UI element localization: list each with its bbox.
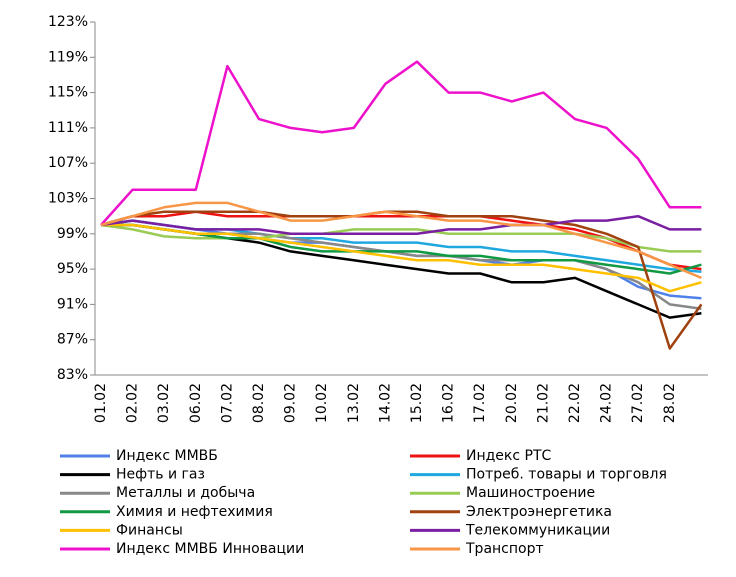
y-tick-label: 119% bbox=[48, 49, 88, 65]
y-tick-label: 91% bbox=[57, 296, 88, 312]
x-tick-label: 27.02 bbox=[630, 383, 646, 423]
x-tick-label: 17.02 bbox=[472, 383, 488, 423]
y-tick-label: 103% bbox=[48, 191, 88, 207]
y-tick-label: 107% bbox=[48, 155, 88, 171]
series-line bbox=[100, 214, 702, 236]
legend-label: Индекс ММВБ bbox=[116, 448, 218, 464]
y-tick-label: 115% bbox=[48, 85, 88, 101]
y-tick-label: 99% bbox=[57, 226, 88, 242]
legend-label: Индекс ММВБ Инновации bbox=[116, 541, 304, 557]
x-tick-label: 09.02 bbox=[283, 383, 299, 423]
x-tick-label: 24.02 bbox=[599, 383, 615, 423]
x-tick-label: 22.02 bbox=[567, 383, 583, 423]
series-line bbox=[100, 201, 702, 280]
x-tick-label: 10.02 bbox=[314, 383, 330, 423]
y-tick-label: 95% bbox=[57, 261, 88, 277]
legend-label: Металлы и добыча bbox=[116, 485, 255, 501]
series-line bbox=[100, 60, 702, 226]
legend-label: Нефть и газ bbox=[116, 467, 205, 483]
series-line bbox=[100, 223, 702, 253]
x-tick-label: 02.02 bbox=[125, 383, 141, 423]
x-tick-label: 15.02 bbox=[409, 383, 425, 423]
x-tick-label: 13.02 bbox=[346, 383, 362, 423]
x-tick-label: 01.02 bbox=[93, 383, 109, 423]
legend-label: Машиностроение bbox=[466, 485, 595, 501]
legend-label: Электроэнергетика bbox=[466, 504, 612, 520]
y-tick-label: 87% bbox=[57, 332, 88, 348]
x-tick-label: 03.02 bbox=[156, 383, 172, 423]
legend-label: Финансы bbox=[116, 522, 183, 538]
x-tick-label: 06.02 bbox=[188, 383, 204, 423]
legend-label: Потреб. товары и торговля bbox=[466, 467, 667, 483]
y-tick-label: 123% bbox=[48, 14, 88, 30]
series-line bbox=[100, 210, 703, 350]
x-tick-label: 28.02 bbox=[662, 383, 678, 423]
legend-label: Химия и нефтехимия bbox=[116, 504, 273, 520]
legend-label: Индекс РТС bbox=[466, 448, 552, 464]
legend-label: Транспорт bbox=[465, 541, 544, 557]
series-line bbox=[101, 223, 702, 293]
x-tick-label: 20.02 bbox=[504, 383, 520, 423]
legend-label: Телекоммуникации bbox=[465, 522, 610, 538]
x-tick-label: 16.02 bbox=[441, 383, 457, 423]
x-tick-label: 08.02 bbox=[251, 383, 267, 423]
y-tick-label: 111% bbox=[48, 120, 88, 136]
y-tick-label: 83% bbox=[57, 367, 88, 383]
x-tick-label: 14.02 bbox=[377, 383, 393, 423]
x-tick-label: 21.02 bbox=[535, 383, 551, 423]
x-tick-label: 07.02 bbox=[219, 383, 235, 423]
